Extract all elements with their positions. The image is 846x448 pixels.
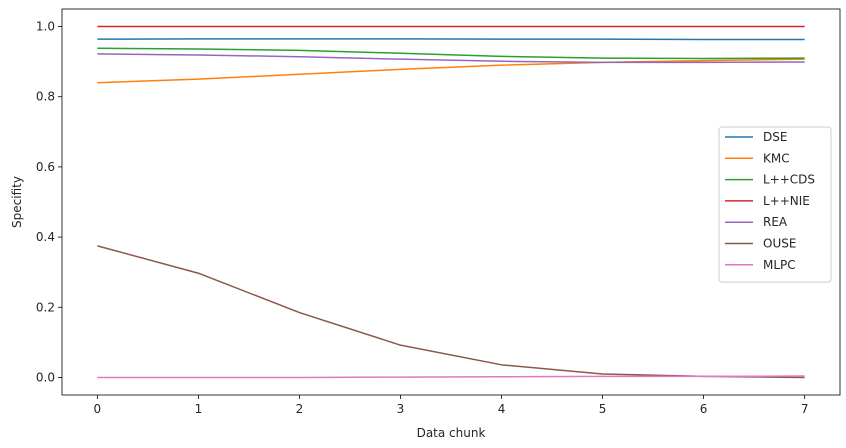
- y-tick-label: 0.2: [36, 300, 55, 314]
- legend-label-lppnie: L++NIE: [763, 194, 810, 208]
- x-tick-label: 2: [296, 402, 304, 416]
- x-tick-label: 5: [599, 402, 607, 416]
- y-tick-label: 0.8: [36, 90, 55, 104]
- x-tick-label: 7: [801, 402, 809, 416]
- axes-frame: [61, 8, 841, 396]
- series-line-lppcds: [97, 47, 805, 60]
- x-axis-label: Data chunk: [417, 426, 486, 440]
- legend-label-lppcds: L++CDS: [763, 173, 815, 187]
- series-line-mlpc: [97, 375, 805, 379]
- x-tick-label: 3: [397, 402, 405, 416]
- series-layer: [97, 25, 805, 379]
- x-axis-ticks: 0 1 2 3 4 5 6 7: [94, 395, 809, 416]
- legend-label-kmc: KMC: [763, 151, 790, 165]
- legend-label-ouse: OUSE: [763, 237, 796, 251]
- y-tick-label: 0.6: [36, 160, 55, 174]
- x-tick-label: 0: [94, 402, 102, 416]
- series-line-rea: [97, 53, 805, 64]
- series-line-kmc: [97, 58, 805, 84]
- y-axis-ticks: 0.0 0.2 0.4 0.6 0.8 1.0: [36, 20, 62, 384]
- y-tick-label: 0.4: [36, 230, 55, 244]
- plot-area: [62, 9, 840, 395]
- y-tick-label: 0.0: [36, 370, 55, 384]
- legend-label-dse: DSE: [763, 130, 787, 144]
- x-tick-label: 6: [700, 402, 708, 416]
- x-tick-label: 4: [498, 402, 506, 416]
- legend: DSE KMC L++CDS L++NIE REA OUSE MLPC: [718, 126, 832, 283]
- legend-label-rea: REA: [763, 215, 788, 229]
- x-tick-label: 1: [195, 402, 203, 416]
- legend-label-mlpc: MLPC: [763, 258, 796, 272]
- series-line-dse: [97, 38, 805, 41]
- y-tick-label: 1.0: [36, 20, 55, 34]
- y-axis-label: Specifity: [10, 176, 24, 228]
